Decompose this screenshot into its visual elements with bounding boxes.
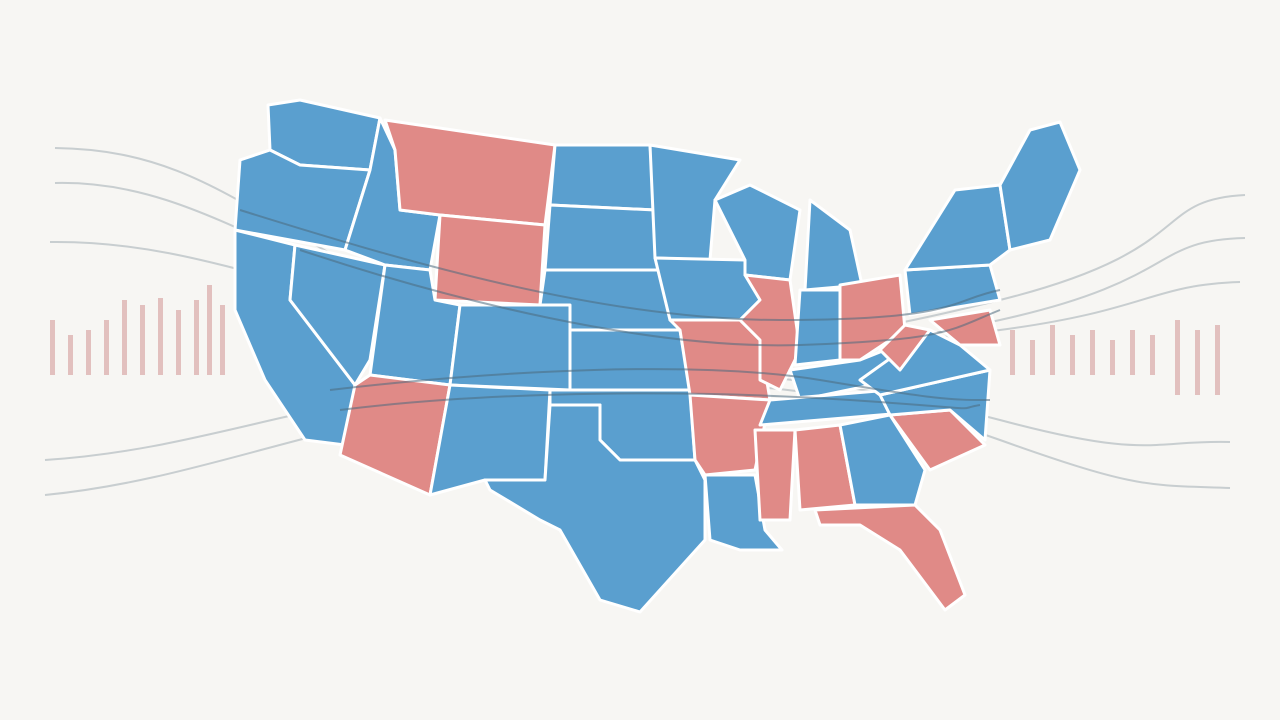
state [433, 213, 547, 307]
state [903, 263, 1002, 317]
states [233, 98, 1082, 614]
background-bars [50, 285, 1220, 395]
state [548, 143, 657, 212]
foreground-lines [239, 209, 1001, 411]
state [338, 373, 452, 497]
state [903, 183, 1012, 272]
state [928, 308, 1002, 347]
state [688, 393, 772, 477]
state [838, 413, 927, 507]
state [738, 273, 802, 392]
state [803, 198, 864, 292]
state [703, 473, 784, 552]
state [998, 120, 1082, 252]
state [383, 118, 557, 227]
state [813, 503, 967, 612]
state [753, 428, 797, 522]
state [288, 243, 387, 387]
state [648, 143, 742, 262]
state [483, 403, 707, 614]
state [543, 203, 662, 272]
state [793, 288, 842, 367]
